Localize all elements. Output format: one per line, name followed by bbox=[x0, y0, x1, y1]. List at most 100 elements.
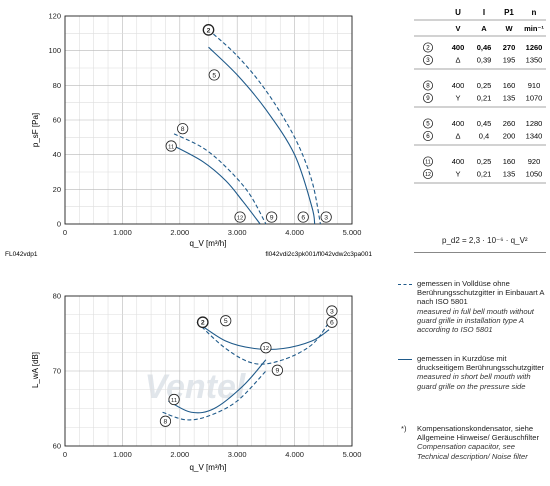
pressure-ticks: 0 1.000 2.000 3.000 4.000 5.000 0 20 40 60 80 100 12… bbox=[48, 12, 361, 238]
pressure-grid bbox=[64, 15, 353, 225]
table-row: 11 400 0,25 160 920 bbox=[422, 156, 541, 167]
point-label-8: 8 bbox=[177, 123, 189, 135]
svg-text:400: 400 bbox=[452, 119, 465, 128]
svg-text:270: 270 bbox=[503, 43, 516, 52]
table-row: 2 400 0,46 270 1260 bbox=[422, 42, 543, 53]
svg-text:260: 260 bbox=[503, 119, 516, 128]
legend-dashed-line bbox=[398, 284, 412, 285]
point-label-8: 8 bbox=[159, 415, 172, 427]
point-label-12: 12 bbox=[234, 211, 246, 223]
point-label-2: 2 bbox=[196, 316, 209, 329]
x-tick-label: 3.000 bbox=[228, 228, 247, 237]
legend-dashed-en: measured in full bell mouth without guar… bbox=[417, 306, 534, 335]
table-unit: A bbox=[481, 24, 487, 33]
curve-series-11-12 bbox=[168, 359, 267, 414]
svg-text:8: 8 bbox=[181, 126, 185, 133]
legend-dashed-text: gemessen in Volldüse ohne Berührungsschu… bbox=[417, 279, 547, 334]
svg-text:3: 3 bbox=[426, 57, 430, 64]
curve-series-8 bbox=[173, 133, 267, 225]
table-row: 12 Y 0,21 135 1050 bbox=[422, 168, 542, 179]
pressure-footer-left: FL042vdp1 bbox=[5, 251, 38, 258]
table-unit: W bbox=[505, 24, 513, 33]
svg-text:1340: 1340 bbox=[526, 132, 543, 141]
point-label-3: 3 bbox=[320, 211, 332, 223]
x-tick-label: 4.000 bbox=[285, 450, 304, 459]
svg-text:3: 3 bbox=[330, 308, 334, 315]
noise-x-axis-label: q_V [m³/h] bbox=[190, 463, 227, 472]
x-tick-label: 0 bbox=[63, 450, 67, 459]
y-tick-label: 100 bbox=[48, 46, 61, 55]
pressure-x-axis-label: q_V [m³/h] bbox=[190, 239, 227, 248]
svg-text:1350: 1350 bbox=[526, 56, 543, 65]
svg-text:160: 160 bbox=[503, 157, 516, 166]
svg-text:11: 11 bbox=[168, 144, 174, 150]
svg-text:920: 920 bbox=[528, 157, 541, 166]
svg-text:0,25: 0,25 bbox=[477, 81, 492, 90]
x-tick-label: 3.000 bbox=[228, 450, 247, 459]
svg-text:135: 135 bbox=[503, 170, 516, 179]
y-tick-label: 60 bbox=[53, 116, 61, 125]
svg-text:1280: 1280 bbox=[526, 119, 543, 128]
svg-text:5: 5 bbox=[212, 72, 216, 79]
svg-text:11: 11 bbox=[425, 160, 430, 166]
legend-note-mark: *) bbox=[401, 424, 407, 433]
svg-text:0,45: 0,45 bbox=[477, 119, 492, 128]
svg-text:12: 12 bbox=[425, 172, 431, 178]
x-tick-label: 4.000 bbox=[285, 228, 304, 237]
table-row: 3 Δ 0,39 195 1350 bbox=[422, 55, 543, 66]
table-row: 9 Y 0,21 135 1070 bbox=[422, 93, 542, 104]
curve-series-5 bbox=[208, 46, 316, 225]
point-label-6: 6 bbox=[297, 211, 309, 223]
svg-text:6: 6 bbox=[330, 320, 334, 327]
svg-text:0,46: 0,46 bbox=[477, 43, 492, 52]
svg-text:8: 8 bbox=[426, 83, 430, 90]
svg-text:910: 910 bbox=[528, 81, 541, 90]
point-label-6: 6 bbox=[326, 316, 338, 328]
legend-solid-de: gemessen in Kurzdüse mit druckseitigem B… bbox=[417, 354, 545, 373]
legend-note-text: Kompensationskondensator, siehe Allgemei… bbox=[417, 424, 547, 461]
table-unit: V bbox=[455, 24, 460, 33]
svg-text:Y: Y bbox=[455, 170, 460, 179]
svg-text:0,39: 0,39 bbox=[477, 56, 492, 65]
pressure-footer-right: fl042vdi2c3pk001/fl042vdw2c3pa001 bbox=[265, 251, 372, 258]
svg-text:135: 135 bbox=[503, 94, 516, 103]
formula-text: p_d2 = 2,3 · 10⁻⁶ · q_V² bbox=[442, 236, 528, 245]
x-tick-label: 1.000 bbox=[113, 228, 132, 237]
plot-frame bbox=[64, 295, 353, 447]
table-header: U bbox=[455, 8, 461, 17]
x-tick-label: 2.000 bbox=[170, 228, 189, 237]
svg-text:195: 195 bbox=[503, 56, 516, 65]
svg-text:2: 2 bbox=[426, 45, 430, 52]
pressure-point-labels: 2 5 8 11 12 9 6 3 bbox=[165, 24, 332, 223]
svg-text:Δ: Δ bbox=[455, 132, 460, 141]
svg-text:400: 400 bbox=[452, 81, 465, 90]
svg-text:9: 9 bbox=[275, 368, 279, 375]
pressure-chart: 0 1.000 2.000 3.000 4.000 5.000 0 20 40 60 80 100 12… bbox=[5, 12, 372, 259]
svg-text:1260: 1260 bbox=[526, 43, 543, 52]
svg-text:3: 3 bbox=[324, 214, 328, 221]
y-tick-label: 60 bbox=[53, 442, 61, 451]
svg-text:0,21: 0,21 bbox=[477, 170, 492, 179]
y-tick-label: 40 bbox=[53, 150, 61, 159]
svg-text:Δ: Δ bbox=[455, 56, 460, 65]
svg-text:200: 200 bbox=[503, 132, 516, 141]
table-header: I bbox=[483, 8, 485, 17]
svg-text:400: 400 bbox=[452, 157, 465, 166]
svg-text:0,4: 0,4 bbox=[479, 132, 489, 141]
svg-text:6: 6 bbox=[301, 214, 305, 221]
legend-solid-text: gemessen in Kurzdüse mit druckseitigem B… bbox=[417, 354, 547, 391]
x-tick-label: 2.000 bbox=[170, 450, 189, 459]
y-tick-label: 80 bbox=[53, 81, 61, 90]
point-label-9: 9 bbox=[266, 211, 278, 223]
svg-text:Y: Y bbox=[455, 94, 460, 103]
svg-text:0,21: 0,21 bbox=[477, 94, 492, 103]
point-label-3: 3 bbox=[326, 305, 338, 317]
plot-frame bbox=[64, 15, 353, 225]
x-tick-label: 1.000 bbox=[113, 450, 132, 459]
svg-text:5: 5 bbox=[426, 121, 430, 128]
svg-text:12: 12 bbox=[263, 346, 269, 352]
svg-text:2: 2 bbox=[201, 320, 205, 327]
y-tick-label: 80 bbox=[53, 292, 61, 301]
watermark-logo: Ventel bbox=[145, 368, 247, 406]
